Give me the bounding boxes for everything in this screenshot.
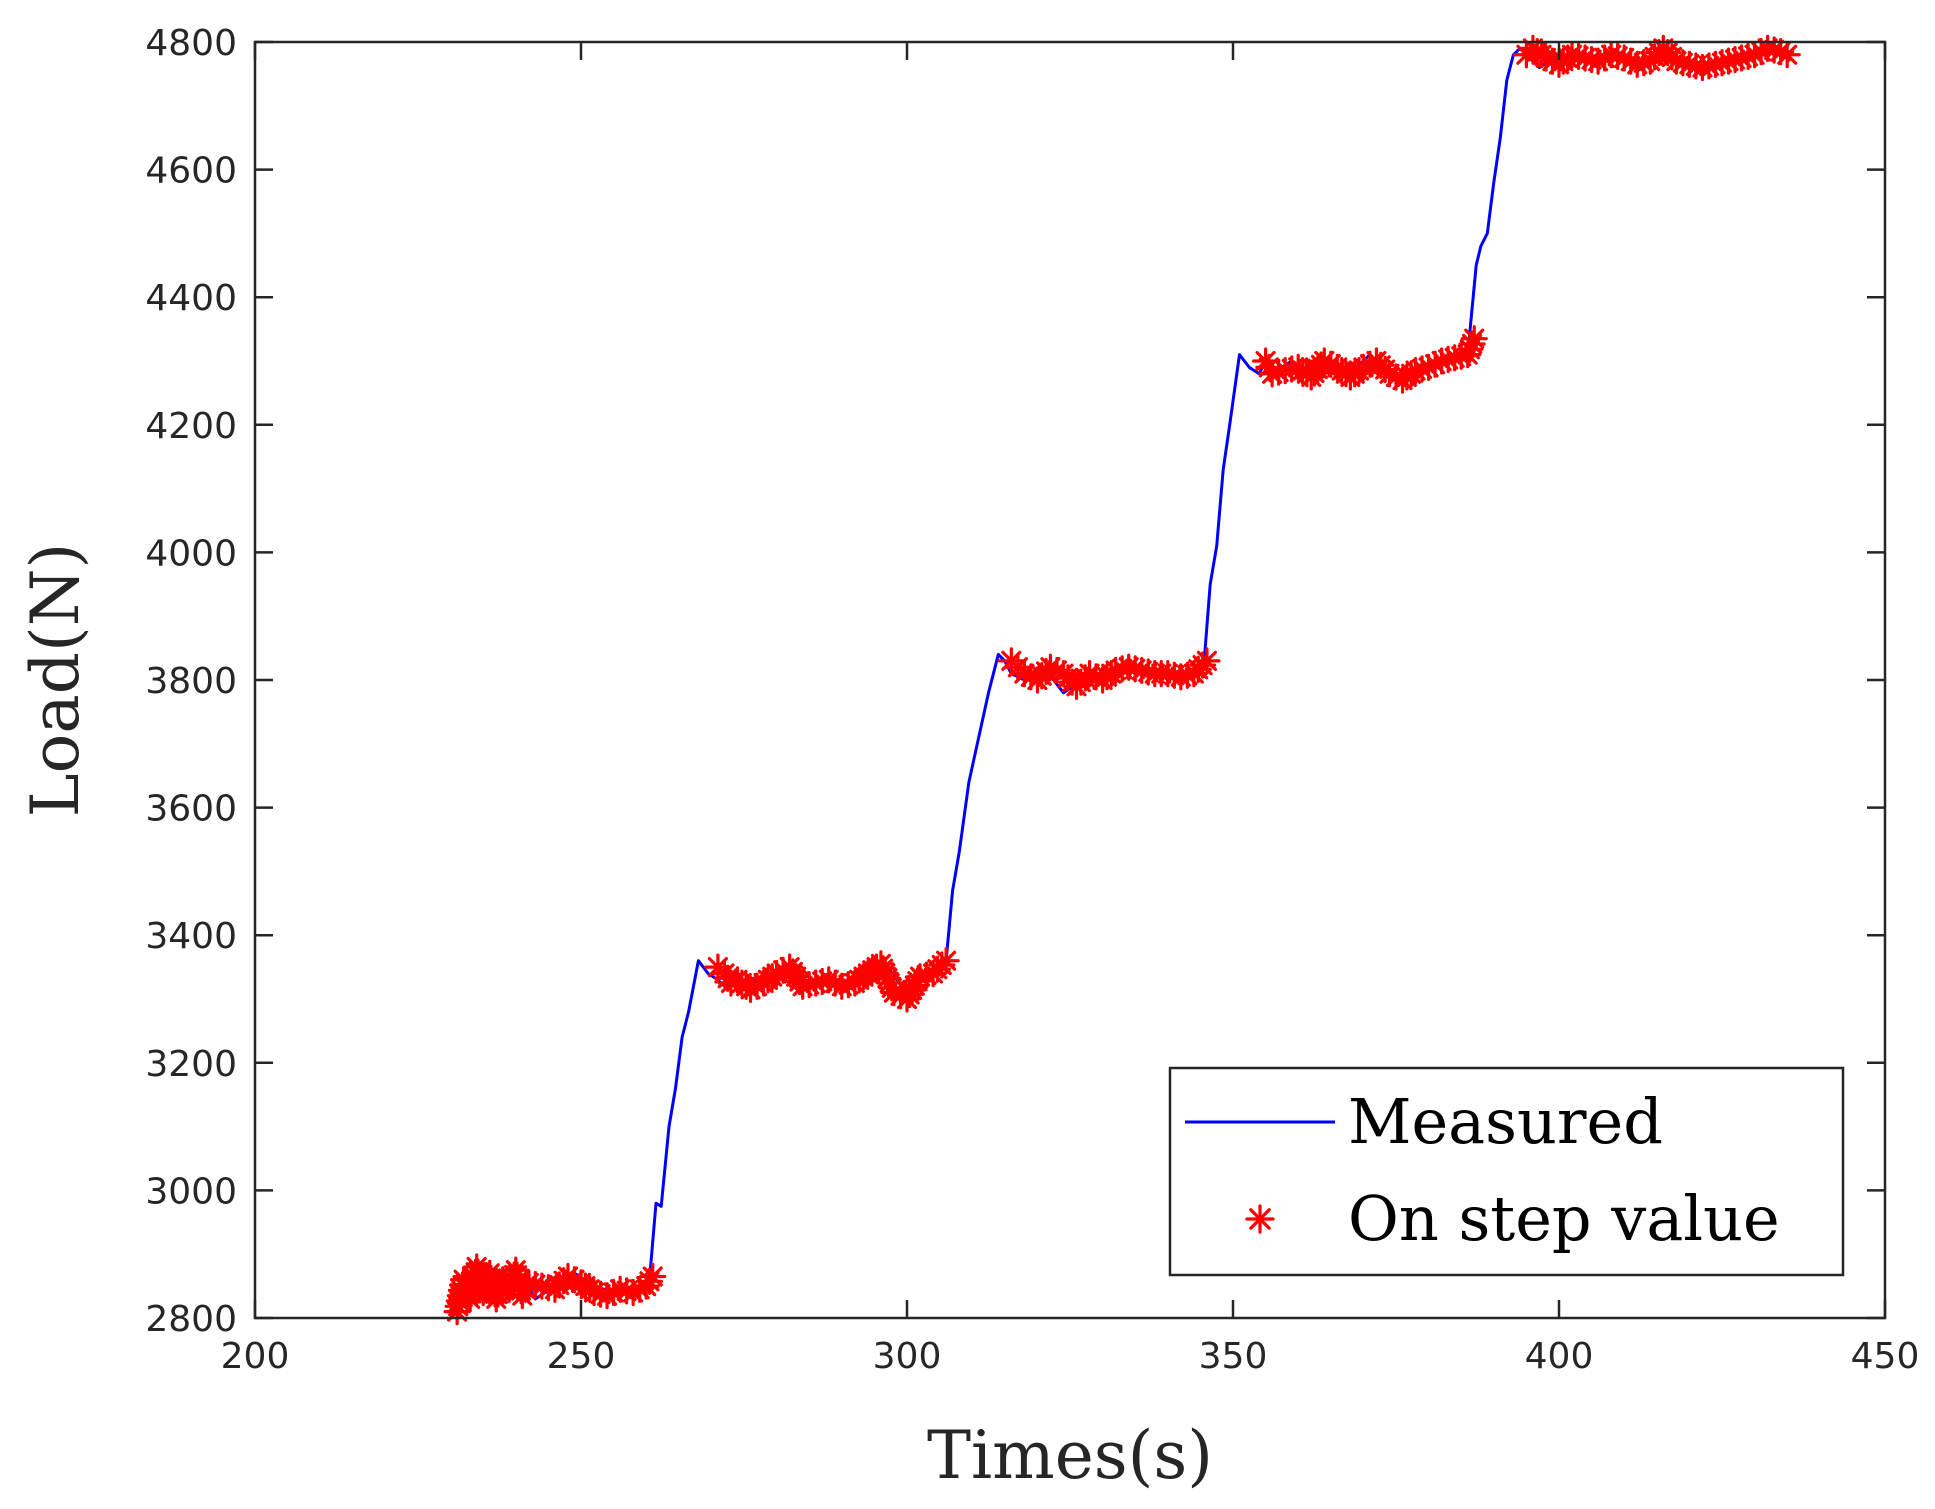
legend: Measured On step value [1168, 1066, 1845, 1277]
on-step-value-marker [1193, 647, 1221, 675]
y-tick-label: 3200 [145, 1044, 237, 1085]
legend-box [1168, 1066, 1845, 1277]
x-tick-label: 450 [1851, 1336, 1920, 1377]
x-tick-label: 350 [1199, 1336, 1268, 1377]
tick-layer: 200 250 300 350 400 450 2800 3000 3200 3400 3600 38… [145, 23, 1919, 1377]
x-axis-title: Times(s) [927, 1417, 1213, 1494]
on-step-value-marker [932, 947, 960, 975]
y-tick-label: 4600 [145, 151, 237, 192]
y-tick-label: 3800 [145, 661, 237, 702]
y-axis-title: Load(N) [17, 543, 94, 817]
y-tick-label: 3000 [145, 1171, 237, 1212]
x-tick-label: 200 [221, 1336, 290, 1377]
on-step-value-marker [1460, 325, 1488, 353]
legend-label-measured: Measured [1348, 1085, 1663, 1158]
y-tick-label: 4200 [145, 406, 237, 447]
on-step-value-marker [639, 1262, 667, 1291]
y-tick-label: 3600 [145, 789, 237, 830]
y-tick-label: 4400 [145, 278, 237, 319]
x-tick-label: 400 [1525, 1336, 1594, 1377]
x-tick-label: 300 [873, 1336, 942, 1377]
x-tick-label: 250 [547, 1336, 616, 1377]
series-layer [443, 34, 1801, 1326]
y-tick-label: 4000 [145, 533, 237, 574]
y-tick-label: 2800 [145, 1299, 237, 1340]
on-step-value-series [443, 34, 1801, 1326]
legend-asterisk [1245, 1204, 1275, 1234]
y-tick-label: 4800 [145, 23, 237, 64]
legend-step-marker-sample [1245, 1204, 1275, 1234]
y-tick-label: 3400 [145, 916, 237, 957]
legend-label-on-step-value: On step value [1348, 1182, 1780, 1255]
on-step-value-marker [1773, 41, 1801, 69]
